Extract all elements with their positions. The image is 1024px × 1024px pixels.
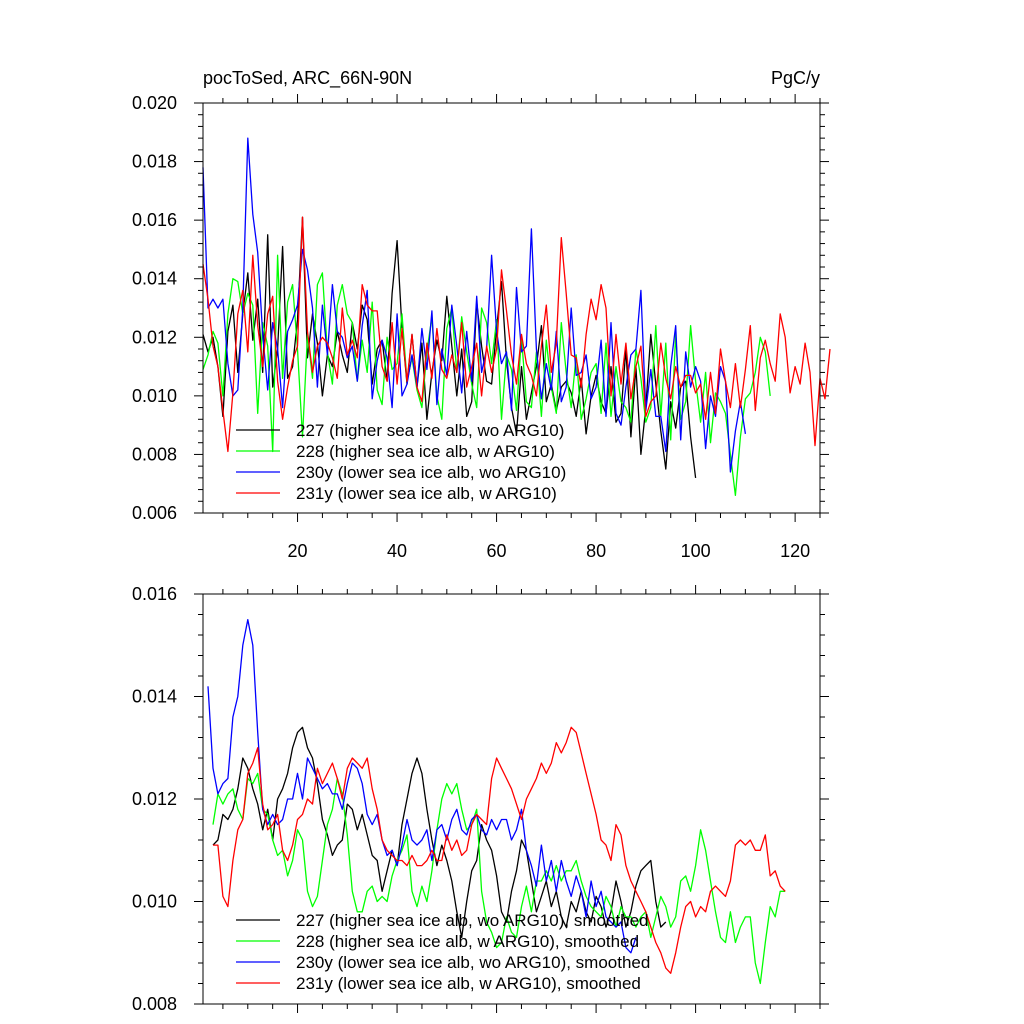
bottom-axes: 0.008 0.010 0.012 0.014 0.016	[132, 584, 829, 1014]
x-tick-label: 60	[487, 541, 507, 561]
y-tick-label: 0.012	[132, 789, 177, 809]
top-chart-units: PgC/y	[771, 68, 820, 88]
top-chart-title: pocToSed, ARC_66N-90N	[203, 68, 412, 89]
bottom-plot-frame	[202, 593, 821, 1005]
y-tick-label: 0.006	[132, 503, 177, 523]
x-tick-label: 80	[586, 541, 606, 561]
top-legend: 227 (higher sea ice alb, wo ARG10) 228 (h…	[236, 421, 566, 503]
y-tick-label: 0.014	[132, 269, 177, 289]
bottom-legend: 227 (higher sea ice alb, wo ARG10), smoo…	[236, 911, 650, 993]
y-tick-label: 0.008	[132, 444, 177, 464]
y-tick-label: 0.012	[132, 327, 177, 347]
bottom-series-group	[207, 618, 786, 985]
legend-label: 231y (lower sea ice alb, w ARG10)	[296, 484, 557, 503]
top-plot-frame	[202, 102, 821, 514]
y-tick-label: 0.008	[132, 994, 177, 1014]
legend-label: 227 (higher sea ice alb, wo ARG10), smoo…	[296, 911, 648, 930]
series-line-0	[212, 726, 667, 939]
y-tick-label: 0.016	[132, 210, 177, 230]
series-line-3	[213, 726, 786, 974]
legend-label: 230y (lower sea ice alb, wo ARG10), smoo…	[296, 953, 650, 972]
x-tick-label: 100	[681, 541, 711, 561]
top-series-group	[202, 137, 831, 497]
legend-label: 230y (lower sea ice alb, wo ARG10)	[296, 463, 566, 482]
top-panel: pocToSed, ARC_66N-90N PgC/y 0.0060.0080.…	[132, 68, 831, 561]
y-tick-label: 0.020	[132, 93, 177, 113]
y-tick-label: 0.014	[132, 687, 177, 707]
y-tick-label: 0.018	[132, 152, 177, 172]
x-tick-label: 20	[288, 541, 308, 561]
x-tick-label: 40	[387, 541, 407, 561]
legend-label: 231y (lower sea ice alb, w ARG10), smoot…	[296, 974, 641, 993]
series-line-3	[202, 216, 831, 453]
top-axes: 0.006 0.008 0.010 0.012 0.014 0.016 0.018 0.020…	[132, 93, 829, 561]
legend-label: 228 (higher sea ice alb, w ARG10)	[296, 442, 555, 461]
y-tick-label: 0.010	[132, 892, 177, 912]
y-tick-label: 0.010	[132, 386, 177, 406]
legend-label: 227 (higher sea ice alb, wo ARG10)	[296, 421, 564, 440]
series-line-1	[212, 772, 786, 985]
bottom-panel: 0.008 0.010 0.012 0.014 0.016 227 (higher se…	[132, 584, 829, 1014]
y-tick-label: 0.016	[132, 584, 177, 604]
x-tick-label: 120	[780, 541, 810, 561]
legend-label: 228 (higher sea ice alb, w ARG10), smoot…	[296, 932, 639, 951]
series-line-2	[202, 137, 747, 473]
